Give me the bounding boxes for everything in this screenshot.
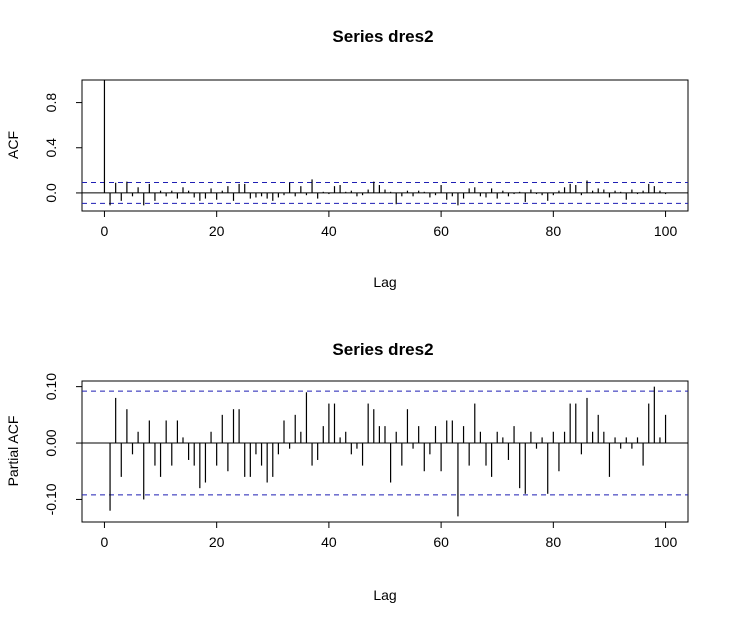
pacf-chart-title: Series dres2 — [332, 340, 433, 359]
pacf-y-axis: -0.10 0.00 0.10 — [43, 373, 82, 515]
acf-plot-frame — [81, 79, 689, 212]
pacf-x-axis-label: Lag — [373, 587, 396, 603]
pacf-plot-frame — [81, 380, 689, 523]
acf-x-tick-label: 100 — [654, 223, 678, 239]
acf-y-tick-label: 0.8 — [43, 93, 59, 113]
acf-y-axis-label: ACF — [5, 131, 21, 159]
acf-x-tick-label: 40 — [321, 223, 337, 239]
acf-x-tick-label: 80 — [546, 223, 562, 239]
pacf-x-tick-label: 100 — [654, 534, 678, 550]
pacf-y-tick-label: 0.10 — [43, 373, 59, 400]
acf-y-tick-label: 0.0 — [43, 183, 59, 203]
pacf-panel: Series dres2 0 20 40 60 80 100 -0.100.000.10 … — [5, 340, 689, 603]
pacf-bars — [82, 386, 688, 517]
pacf-y-tick-label: 0.00 — [43, 429, 59, 456]
acf-y-axis: 0.0 0.4 0.8 — [43, 93, 82, 203]
acf-x-tick-label: 20 — [209, 223, 225, 239]
pacf-x-tick-label: 40 — [321, 534, 337, 550]
pacf-x-tick-label: 0 — [101, 534, 109, 550]
pacf-x-tick-label: 80 — [546, 534, 562, 550]
pacf-y-axis-label: Partial ACF — [5, 416, 21, 487]
acf-y-tick-label: 0.4 — [43, 138, 59, 158]
pacf-x-tick-label: 20 — [209, 534, 225, 550]
acf-chart-title: Series dres2 — [332, 27, 433, 46]
pacf-x-tick-label: 60 — [433, 534, 449, 550]
pacf-y-tick-label: -0.10 — [43, 483, 59, 515]
acf-x-axis: 0 20 40 60 80 100 — [101, 211, 678, 239]
pacf-x-axis: 0 20 40 60 80 100 — [101, 522, 678, 550]
acf-x-tick-label: 60 — [433, 223, 449, 239]
acf-panel: Series dres2 0 20 40 60 80 100 0.00.40.8 Lag … — [5, 27, 689, 290]
acf-bars — [82, 80, 688, 206]
acf-x-tick-label: 0 — [101, 223, 109, 239]
acf-x-axis-label: Lag — [373, 274, 396, 290]
